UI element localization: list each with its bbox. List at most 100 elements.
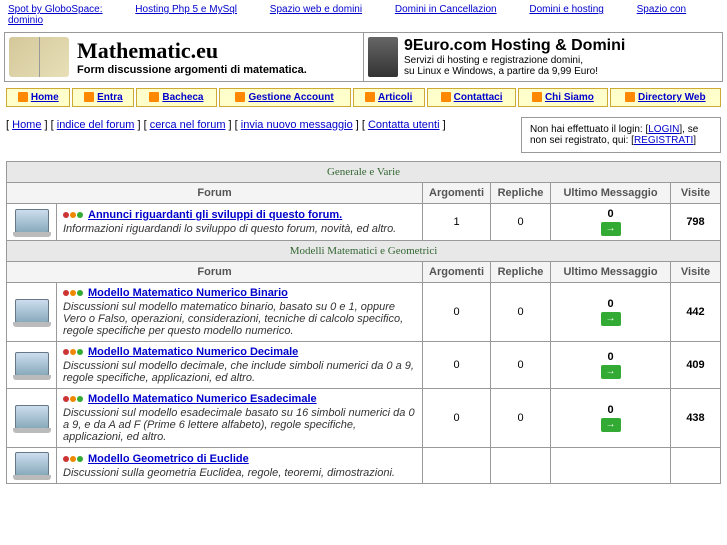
topics-count: 0 <box>423 342 491 389</box>
nav-articoli[interactable]: Articoli <box>353 88 425 107</box>
rss-icon <box>18 92 28 102</box>
forum-description: Discussioni sulla geometria Euclidea, re… <box>63 467 416 479</box>
visits-count: 442 <box>671 283 721 342</box>
col-ultimo: Ultimo Messaggio <box>551 183 671 204</box>
forum-description: Discussioni sul modello decimale, che in… <box>63 360 416 384</box>
sponsor-spot-link[interactable]: Spot by GloboSpace: <box>8 4 103 15</box>
bc-home[interactable]: Home <box>12 119 41 131</box>
topics-count: 1 <box>423 204 491 241</box>
bc-cerca[interactable]: cerca nel forum <box>150 119 226 131</box>
book-icon <box>9 37 69 77</box>
nav-home[interactable]: Home <box>6 88 70 107</box>
banner-left[interactable]: Mathematic.eu Form discussione argomenti… <box>5 33 364 81</box>
col-argomenti: Argomenti <box>423 183 491 204</box>
forum-row: Modello Matematico Numerico Binario Discu… <box>7 283 721 342</box>
forum-row: Annunci riguardanti gli sviluppi di ques… <box>7 204 721 241</box>
section-header: Generale e Varie <box>7 162 721 183</box>
rss-icon <box>532 92 542 102</box>
col-ultimo: Ultimo Messaggio <box>551 262 671 283</box>
col-forum: Forum <box>7 262 423 283</box>
topics-count: 0 <box>423 283 491 342</box>
sponsor-link-2[interactable]: Spazio web e domini <box>270 4 362 15</box>
laptop-icon <box>15 209 49 233</box>
site-title: Mathematic.eu <box>77 38 307 64</box>
banner-right-ad[interactable]: 9Euro.com Hosting & Domini Servizi di ho… <box>364 33 722 81</box>
forum-description: Informazioni riguardandi lo sviluppo di … <box>63 223 416 235</box>
forum-description: Discussioni sul modello esadecimale basa… <box>63 407 416 443</box>
col-argomenti: Argomenti <box>423 262 491 283</box>
replies-count: 0 <box>491 283 551 342</box>
status-dots-icon <box>63 393 84 405</box>
breadcrumb: [ Home ] [ indice del forum ] [ cerca ne… <box>6 117 513 131</box>
last-message: 0→ <box>551 342 671 389</box>
status-dots-icon <box>63 209 84 221</box>
forum-title-link[interactable]: Modello Geometrico di Euclide <box>88 453 249 465</box>
goto-arrow-icon[interactable]: → <box>601 222 621 236</box>
col-repliche: Repliche <box>491 183 551 204</box>
laptop-icon <box>15 352 49 376</box>
login-status-box: Non hai effettuato il login: [LOGIN], se… <box>521 117 721 153</box>
rss-icon <box>235 92 245 102</box>
replies-count <box>491 448 551 484</box>
forum-title-link[interactable]: Annunci riguardanti gli sviluppi di ques… <box>88 209 342 221</box>
sponsor-link-4[interactable]: Domini e hosting <box>529 4 603 15</box>
forum-description: Discussioni sul modello matematico binar… <box>63 301 416 337</box>
bc-indice[interactable]: indice del forum <box>57 119 135 131</box>
rss-icon <box>365 92 375 102</box>
topics-count <box>423 448 491 484</box>
status-dots-icon <box>63 346 84 358</box>
main-nav: Home Entra Bacheca Gestione Account Arti… <box>4 86 723 109</box>
visits-count: 409 <box>671 342 721 389</box>
forum-list: Generale e VarieForumArgomentiReplicheUl… <box>6 161 721 484</box>
sponsor-links-bar: Spot by GloboSpace: Hosting Php 5 e MySq… <box>0 0 727 30</box>
goto-arrow-icon[interactable]: → <box>601 365 621 379</box>
sponsor-link-1[interactable]: Hosting Php 5 e MySql <box>135 4 237 15</box>
nav-chisiamo[interactable]: Chi Siamo <box>518 88 607 107</box>
visits-count <box>671 448 721 484</box>
col-forum: Forum <box>7 183 423 204</box>
laptop-icon <box>15 452 49 476</box>
last-message <box>551 448 671 484</box>
rss-icon <box>625 92 635 102</box>
col-repliche: Repliche <box>491 262 551 283</box>
topics-count: 0 <box>423 389 491 448</box>
last-message: 0→ <box>551 283 671 342</box>
bc-invia[interactable]: invia nuovo messaggio <box>241 119 353 131</box>
register-link[interactable]: REGISTRATI <box>634 135 693 146</box>
forum-title-link[interactable]: Modello Matematico Numerico Decimale <box>88 346 298 358</box>
visits-count: 798 <box>671 204 721 241</box>
banner-row: Mathematic.eu Form discussione argomenti… <box>4 32 723 82</box>
rss-icon <box>149 92 159 102</box>
replies-count: 0 <box>491 342 551 389</box>
laptop-icon <box>15 405 49 429</box>
section-header: Modelli Matematici e Geometrici <box>7 241 721 262</box>
forum-row: Modello Geometrico di Euclide Discussioni… <box>7 448 721 484</box>
sponsor-link-3[interactable]: Domini in Cancellazion <box>395 4 497 15</box>
nav-bacheca[interactable]: Bacheca <box>136 88 216 107</box>
status-dots-icon <box>63 453 84 465</box>
goto-arrow-icon[interactable]: → <box>601 312 621 326</box>
ad-line-1: Servizi di hosting e registrazione domin… <box>368 55 718 66</box>
nav-gestione[interactable]: Gestione Account <box>219 88 351 107</box>
replies-count: 0 <box>491 204 551 241</box>
rss-icon <box>441 92 451 102</box>
forum-title-link[interactable]: Modello Matematico Numerico Esadecimale <box>88 393 317 405</box>
bc-contatta[interactable]: Contatta utenti <box>368 119 440 131</box>
nav-contattaci[interactable]: Contattaci <box>427 88 516 107</box>
forum-row: Modello Matematico Numerico Decimale Disc… <box>7 342 721 389</box>
rss-icon <box>84 92 94 102</box>
login-link[interactable]: LOGIN <box>648 124 679 135</box>
laptop-icon <box>15 299 49 323</box>
site-subtitle: Form discussione argomenti di matematica… <box>77 64 307 76</box>
nav-directory[interactable]: Directory Web <box>610 88 721 107</box>
status-dots-icon <box>63 287 84 299</box>
forum-row: Modello Matematico Numerico Esadecimale D… <box>7 389 721 448</box>
ad-title: 9Euro.com Hosting & Domini <box>368 37 718 55</box>
ad-line-2: su Linux e Windows, a partire da 9,99 Eu… <box>368 66 718 77</box>
nav-entra[interactable]: Entra <box>72 88 134 107</box>
forum-title-link[interactable]: Modello Matematico Numerico Binario <box>88 287 288 299</box>
goto-arrow-icon[interactable]: → <box>601 418 621 432</box>
last-message: 0→ <box>551 204 671 241</box>
server-icon <box>368 37 398 77</box>
col-visite: Visite <box>671 183 721 204</box>
